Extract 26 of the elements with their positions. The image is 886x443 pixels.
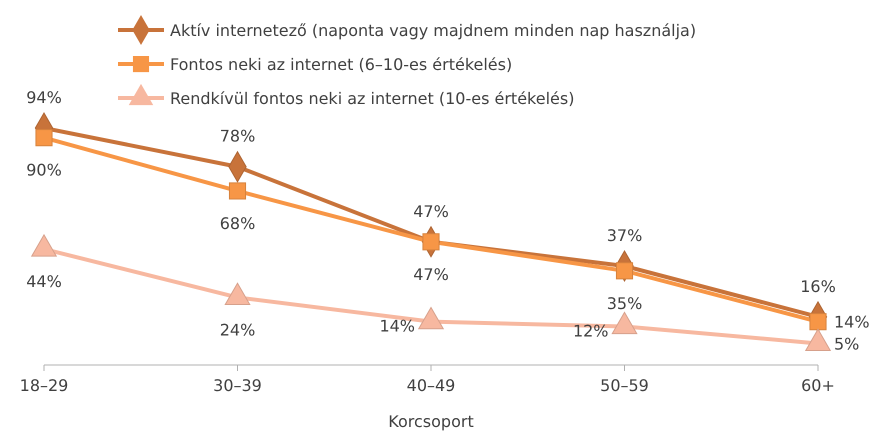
point bbox=[35, 129, 53, 146]
x-tick-label: 50–59 bbox=[600, 376, 649, 395]
x-tick-label: 18–29 bbox=[20, 376, 68, 395]
data-label: 12% bbox=[572, 322, 608, 341]
x-tick-label: 30–39 bbox=[213, 376, 262, 395]
data-label: 47% bbox=[413, 264, 449, 284]
legend-label: Fontos neki az internet (6–10-es értékelés) bbox=[170, 55, 512, 74]
x-axis-title: Korcsoport bbox=[388, 412, 474, 431]
legend-label: Rendkívül fontos neki az internet (10-es értékelés) bbox=[170, 89, 574, 108]
data-label: 90% bbox=[26, 160, 62, 180]
data-label: 16% bbox=[800, 276, 836, 296]
x-tick-label: 40–49 bbox=[406, 376, 456, 395]
data-label: 94% bbox=[26, 88, 62, 107]
data-label: 5% bbox=[834, 334, 860, 354]
data-label: 44% bbox=[26, 272, 62, 292]
data-label: 78% bbox=[220, 126, 256, 146]
data-label: 47% bbox=[413, 202, 449, 221]
legend-label: Aktív internetező (naponta vagy majdnem minden nap használja) bbox=[170, 21, 696, 40]
data-label: 37% bbox=[606, 226, 642, 245]
data-label: 14% bbox=[379, 316, 415, 336]
data-label: 24% bbox=[220, 320, 256, 340]
data-label: 14% bbox=[834, 312, 870, 332]
data-label: 68% bbox=[220, 214, 256, 233]
x-tick-label: 60+ bbox=[801, 376, 835, 395]
point bbox=[228, 182, 246, 200]
data-label: 35% bbox=[606, 294, 642, 313]
